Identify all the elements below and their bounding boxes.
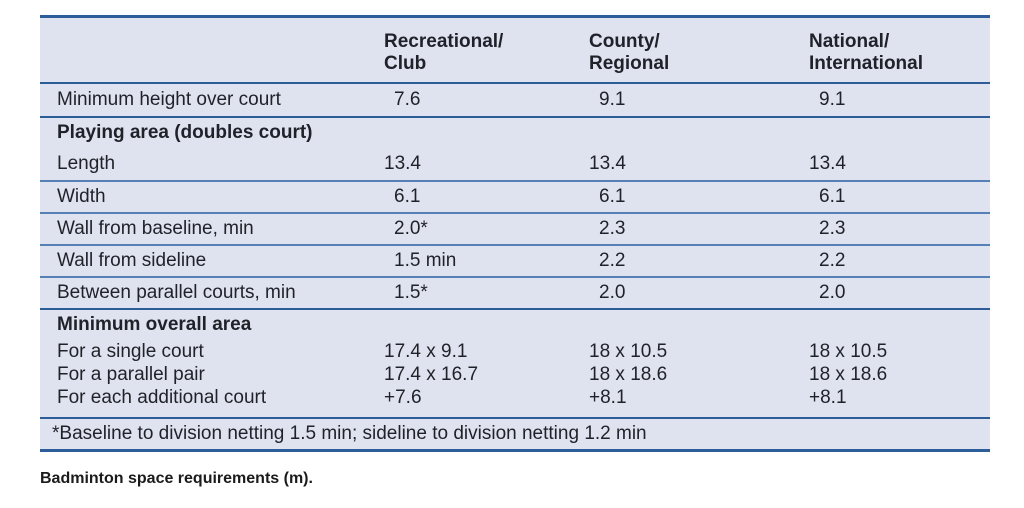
row-label: Length [57, 153, 116, 174]
row-label: Wall from baseline, min [57, 218, 254, 239]
cell-value: +8.1 [589, 386, 627, 408]
row-label: Wall from sideline [57, 250, 207, 271]
table-row: For each additional court +7.6 +8.1 +8.1 [40, 386, 990, 417]
header-national-international: National/ International [809, 31, 924, 74]
table-row: Length 13.4 13.4 13.4 [40, 148, 990, 180]
row-label: Width [57, 186, 106, 207]
cell-value: 2.0 [599, 282, 626, 303]
cell-value: 6.1 [599, 186, 626, 207]
cell-value: 18 x 18.6 [809, 363, 888, 385]
cell-value: 2.2 [599, 250, 626, 271]
cell-value: 1.5* [394, 282, 428, 303]
table-row: For a parallel pair 17.4 x 16.7 18 x 18.6 1… [40, 363, 990, 386]
table-row: Wall from baseline, min 2.0* 2.3 2.3 [40, 212, 990, 244]
cell-value: +8.1 [809, 386, 847, 408]
table-caption: Badminton space requirements (m). [40, 470, 313, 487]
section-header-row: Minimum overall area [40, 308, 990, 340]
cell-value: +7.6 [384, 386, 422, 408]
cell-value: 2.0* [394, 218, 428, 239]
row-label: Minimum overall area [57, 314, 252, 335]
cell-value: 18 x 18.6 [589, 363, 668, 385]
header-empty-cell [40, 18, 370, 82]
cell-value: 7.6 [394, 89, 421, 110]
table-row: Wall from sideline 1.5 min 2.2 2.2 [40, 244, 990, 276]
row-label: For each additional court [57, 386, 267, 408]
cell-value: 13.4 [589, 153, 626, 174]
cell-value: 9.1 [819, 89, 846, 110]
row-label: For a parallel pair [57, 363, 205, 385]
footnote-row: *Baseline to division netting 1.5 min; s… [40, 417, 990, 449]
header-recreational-club: Recreational/ Club [384, 31, 504, 74]
cell-value: 2.0 [819, 282, 846, 303]
cell-value: 18 x 10.5 [589, 340, 668, 362]
cell-value: 2.2 [819, 250, 846, 271]
row-label: For a single court [57, 340, 204, 362]
table-row: For a single court 17.4 x 9.1 18 x 10.5 18 … [40, 340, 990, 363]
table-row: Width 6.1 6.1 6.1 [40, 180, 990, 212]
row-label: Playing area (doubles court) [57, 122, 313, 143]
cell-value: 13.4 [384, 153, 421, 174]
cell-value: 17.4 x 9.1 [384, 340, 468, 362]
cell-value: 2.3 [599, 218, 626, 239]
cell-value: 13.4 [809, 153, 846, 174]
cell-value: 18 x 10.5 [809, 340, 888, 362]
table-body: Minimum height over court 7.6 9.1 9.1 Playin… [40, 84, 990, 449]
table-header-row: Recreational/ Club County/ Regional Nati… [40, 18, 990, 84]
table-row: Minimum height over court 7.6 9.1 9.1 [40, 84, 990, 116]
cell-value: 2.3 [819, 218, 846, 239]
section-header-row: Playing area (doubles court) [40, 116, 990, 148]
footnote-text: *Baseline to division netting 1.5 min; s… [52, 423, 647, 444]
requirements-table: Recreational/ Club County/ Regional Nati… [40, 15, 990, 452]
header-county-regional: County/ Regional [589, 31, 670, 74]
cell-value: 1.5 min [394, 250, 457, 271]
cell-value: 6.1 [819, 186, 846, 207]
cell-value: 9.1 [599, 89, 626, 110]
table-row: Between parallel courts, min 1.5* 2.0 2.0 [40, 276, 990, 308]
cell-value: 17.4 x 16.7 [384, 363, 479, 385]
cell-value: 6.1 [394, 186, 421, 207]
row-label: Between parallel courts, min [57, 282, 296, 303]
row-label: Minimum height over court [57, 89, 281, 110]
